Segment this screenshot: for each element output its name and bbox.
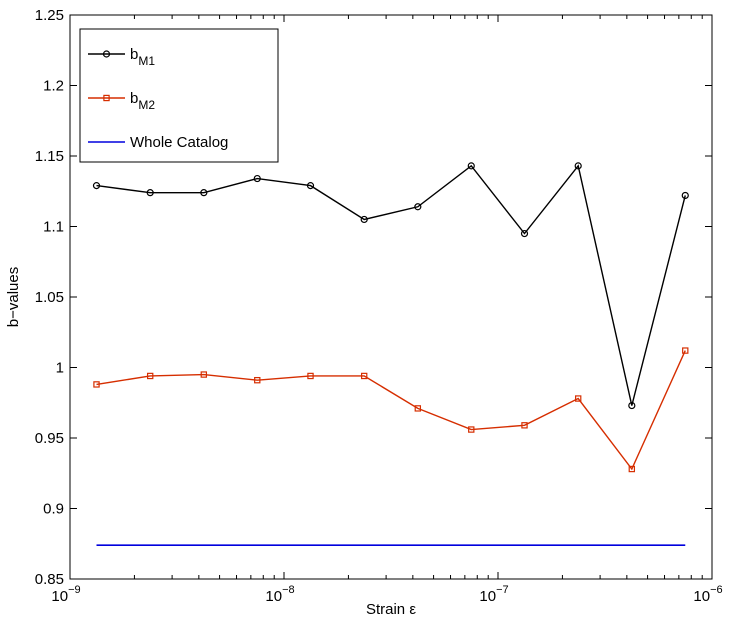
legend-box xyxy=(79,28,279,163)
plot-area xyxy=(92,162,689,546)
legend: bM1 bM2 Whole Catalog xyxy=(79,28,279,163)
y-tick-label: 1 xyxy=(56,360,64,377)
legend-label: bM1 xyxy=(130,46,155,68)
y-tick-label: 0.9 xyxy=(43,501,64,518)
y-axis-label: b−values xyxy=(5,267,22,327)
data-point xyxy=(574,162,582,170)
legend-entry: bM2 xyxy=(88,90,155,112)
data-point xyxy=(93,381,100,388)
data-point xyxy=(628,465,636,473)
data-point xyxy=(254,376,261,384)
data-point xyxy=(200,189,208,197)
y-tick-label: 1.1 xyxy=(43,219,64,236)
legend-entry: bM1 xyxy=(88,46,155,68)
x-axis-label: Strain ε xyxy=(366,601,416,618)
data-point xyxy=(146,372,154,380)
y-tick-label: 1.15 xyxy=(35,148,64,165)
series-2 xyxy=(93,347,689,473)
data-point xyxy=(360,215,368,224)
data-point xyxy=(414,203,422,211)
series-1 xyxy=(92,162,689,410)
y-tick-label: 0.95 xyxy=(35,430,64,447)
y-tick-label: 1.2 xyxy=(43,78,64,95)
data-point xyxy=(681,191,689,200)
x-tick-label: 10−8 xyxy=(265,584,294,605)
series-line-2 xyxy=(96,350,686,471)
data-point xyxy=(520,229,529,238)
data-point xyxy=(467,162,475,170)
legend-entry: Whole Catalog xyxy=(88,134,228,151)
y-tick-label: 0.85 xyxy=(35,571,64,588)
data-point xyxy=(92,182,101,190)
x-tick-label: 10−9 xyxy=(51,584,80,605)
data-point xyxy=(628,401,636,410)
data-point xyxy=(574,395,582,402)
axes: 0.85 0.9 0.95 1 1.05 1.1 1.15 1.2 1.25 10−9 10−8 10… xyxy=(5,7,723,618)
data-point xyxy=(468,426,475,433)
x-tick-label: 10−7 xyxy=(479,584,508,605)
data-point xyxy=(682,347,689,354)
legend-label: Whole Catalog xyxy=(130,134,228,151)
data-point xyxy=(307,372,314,380)
legend-marker xyxy=(103,94,110,102)
y-tick-label: 1.25 xyxy=(35,7,64,24)
data-point xyxy=(521,422,528,429)
data-point xyxy=(414,405,422,412)
data-point xyxy=(253,174,261,183)
data-point xyxy=(146,189,154,197)
legend-marker xyxy=(102,50,111,58)
data-point xyxy=(360,372,368,380)
legend-label: bM2 xyxy=(130,90,155,112)
series-line-1 xyxy=(96,164,686,406)
data-point xyxy=(306,182,315,190)
y-tick-label: 1.05 xyxy=(35,289,64,306)
data-point xyxy=(200,371,208,378)
x-tick-label: 10−6 xyxy=(693,584,722,605)
